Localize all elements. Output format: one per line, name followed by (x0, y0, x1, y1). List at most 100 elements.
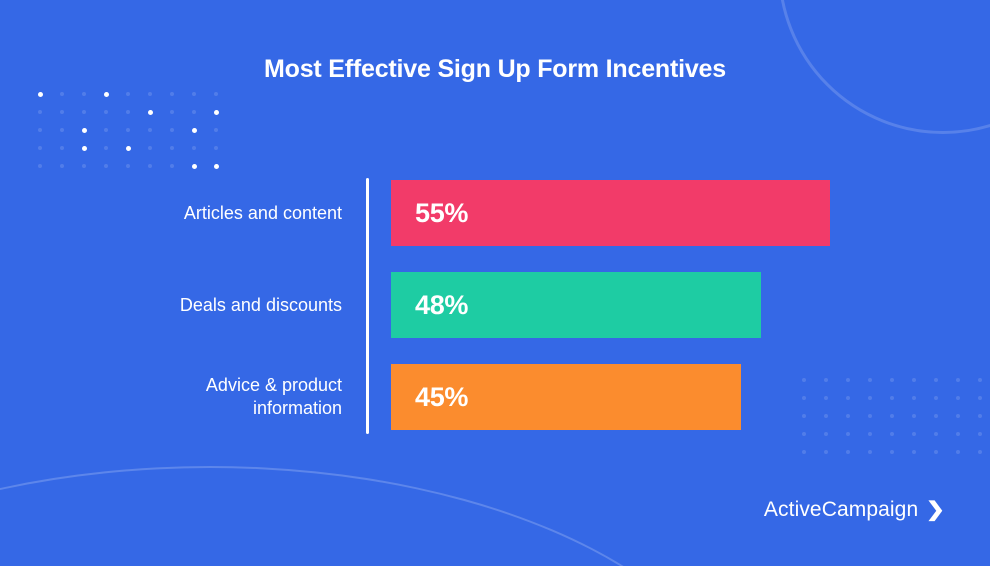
decorative-dot (868, 432, 872, 436)
decorative-dot (148, 92, 152, 96)
decorative-dot (170, 110, 174, 114)
decorative-dot (104, 110, 108, 114)
decorative-dot (126, 164, 130, 168)
decorative-dot (38, 110, 42, 114)
decorative-dot (104, 146, 108, 150)
decorative-dot (214, 128, 218, 132)
decorative-dot (956, 378, 960, 382)
decorative-dot (824, 450, 828, 454)
decorative-dot (170, 92, 174, 96)
decorative-dot (912, 432, 916, 436)
page-title: Most Effective Sign Up Form Incentives (264, 55, 726, 83)
bar-value-label-1: 48% (415, 289, 469, 320)
decorative-dot (170, 146, 174, 150)
decorative-dot (82, 92, 86, 96)
decorative-dot (978, 396, 982, 400)
decorative-dot (170, 164, 174, 168)
decorative-dot (890, 396, 894, 400)
decorative-dot (956, 414, 960, 418)
decorative-dot (126, 128, 130, 132)
decorative-dot (912, 396, 916, 400)
decorative-dot (38, 92, 43, 97)
decorative-dot (104, 128, 108, 132)
decorative-dot (126, 92, 130, 96)
decorative-arc-bottom-left (0, 466, 750, 566)
decorative-dot (890, 450, 894, 454)
decorative-dot (912, 414, 916, 418)
decorative-dot (148, 128, 152, 132)
decorative-dot (192, 164, 197, 169)
decorative-dot (104, 164, 108, 168)
decorative-dot (868, 450, 872, 454)
decorative-dot (60, 110, 64, 114)
decorative-dot (60, 146, 64, 150)
decorative-dot (934, 450, 938, 454)
decorative-dot (126, 110, 130, 114)
chevron-right-icon: ❯ (925, 499, 946, 521)
decorative-dot (214, 164, 219, 169)
bar-category-label-0: Articles and content (183, 202, 342, 223)
table-row: Deals and discounts 48% (0, 272, 990, 338)
decorative-dot (82, 110, 86, 114)
activecampaign-logo[interactable]: ActiveCampaign ❯ (763, 498, 946, 522)
decorative-dot (148, 164, 152, 168)
decorative-dot (934, 396, 938, 400)
decorative-dot (82, 146, 87, 151)
decorative-dot (978, 432, 982, 436)
bar-chart: Articles and content 55% Deals and disco… (0, 178, 990, 434)
decorative-dot (956, 432, 960, 436)
decorative-dot (846, 450, 850, 454)
decorative-dot (104, 92, 109, 97)
bar-advice-and-product-information[interactable]: 45% (391, 364, 741, 430)
decorative-dot (38, 164, 42, 168)
logo-wordmark: ActiveCampaign (763, 498, 919, 521)
decorative-dot (978, 378, 982, 382)
bar-articles-and-content[interactable]: 55% (391, 180, 830, 246)
decorative-dot (890, 378, 894, 382)
decorative-dot (170, 128, 174, 132)
decorative-dot (868, 378, 872, 382)
decorative-dot (846, 396, 850, 400)
decorative-dot (956, 396, 960, 400)
decorative-dot (802, 396, 806, 400)
decorative-dot (824, 414, 828, 418)
chart-axis-line (366, 178, 369, 434)
decorative-dot (192, 92, 196, 96)
decorative-dot (956, 450, 960, 454)
decorative-dot (846, 414, 850, 418)
decorative-dot (824, 432, 828, 436)
decorative-dot (38, 128, 42, 132)
decorative-dot (846, 378, 850, 382)
decorative-dot (126, 146, 131, 151)
bar-value-label-2: 45% (415, 381, 469, 412)
decorative-dot (38, 146, 42, 150)
decorative-dot (802, 432, 806, 436)
dot-grid-bottom-right (802, 378, 990, 468)
decorative-dot (802, 378, 806, 382)
decorative-dot (824, 378, 828, 382)
decorative-dot (802, 450, 806, 454)
bar-deals-and-discounts[interactable]: 48% (391, 272, 761, 338)
decorative-dot (978, 450, 982, 454)
decorative-dot (846, 432, 850, 436)
decorative-dot (82, 128, 87, 133)
decorative-dot (934, 414, 938, 418)
decorative-dot (214, 146, 218, 150)
decorative-dot (192, 146, 196, 150)
dot-grid-top-left (38, 92, 236, 182)
decorative-dot (890, 432, 894, 436)
decorative-dot (148, 110, 153, 115)
decorative-dot (824, 396, 828, 400)
decorative-dot (192, 128, 197, 133)
table-row: Advice & product information 45% (0, 364, 990, 430)
decorative-dot (978, 414, 982, 418)
decorative-dot (60, 128, 64, 132)
decorative-dot (192, 110, 196, 114)
decorative-dot (214, 92, 218, 96)
decorative-dot (912, 378, 916, 382)
decorative-dot (934, 432, 938, 436)
decorative-dot (60, 164, 64, 168)
decorative-dot (148, 146, 152, 150)
decorative-dot (934, 378, 938, 382)
